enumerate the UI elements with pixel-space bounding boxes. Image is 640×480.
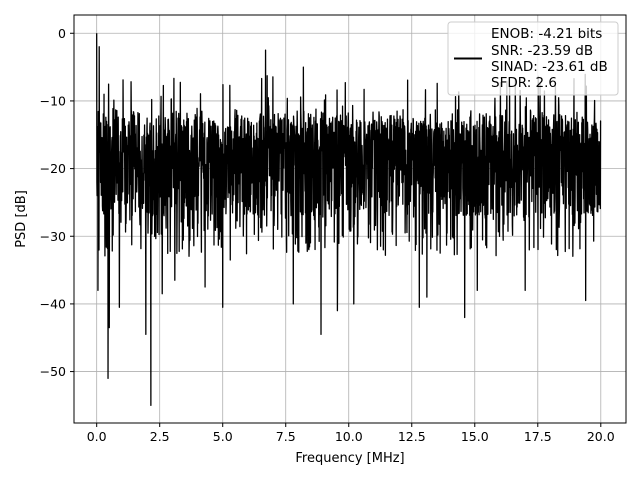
x-tick-label-8: 20.0 (587, 429, 615, 444)
x-tick-label-3: 7.5 (276, 429, 296, 444)
y-tick-label-4: −40 (40, 296, 66, 311)
legend-snr: SNR: -23.59 dB (491, 43, 593, 59)
y-axis-label: PSD [dB] (14, 190, 29, 248)
axes-frame (73, 14, 627, 424)
x-tick-label-1: 2.5 (150, 429, 170, 444)
legend-sinad: SINAD: -23.61 dB (491, 59, 608, 75)
x-tick-label-5: 12.5 (398, 429, 426, 444)
y-tick-label-2: −20 (40, 161, 66, 176)
y-tick-label-0: 0 (58, 26, 66, 41)
legend-enob: ENOB: -4.21 bits (491, 26, 602, 42)
x-tick-label-6: 15.0 (461, 429, 489, 444)
x-tick-label-2: 5.0 (213, 429, 233, 444)
x-tick-label-4: 10.0 (335, 429, 363, 444)
y-tick-label-1: −10 (40, 93, 66, 108)
psd-trace (96, 33, 602, 407)
x-tick-label-0: 0.0 (87, 429, 107, 444)
legend: ENOB: -4.21 bits SNR: -23.59 dB SINAD: -… (447, 21, 619, 96)
y-tick-label-3: −30 (40, 229, 66, 244)
psd-series-line (96, 33, 602, 407)
legend-box (447, 21, 619, 96)
x-tick-label-7: 17.5 (524, 429, 552, 444)
y-tick-label-5: −50 (40, 364, 66, 379)
x-axis-label: Frequency [MHz] (295, 451, 404, 466)
legend-sfdr: SFDR: 2.6 (491, 75, 557, 91)
ticks: 0.0 2.5 5.0 7.5 10.0 12.5 15.0 17.5 20.0 0 −10 −20 −… (40, 26, 615, 444)
